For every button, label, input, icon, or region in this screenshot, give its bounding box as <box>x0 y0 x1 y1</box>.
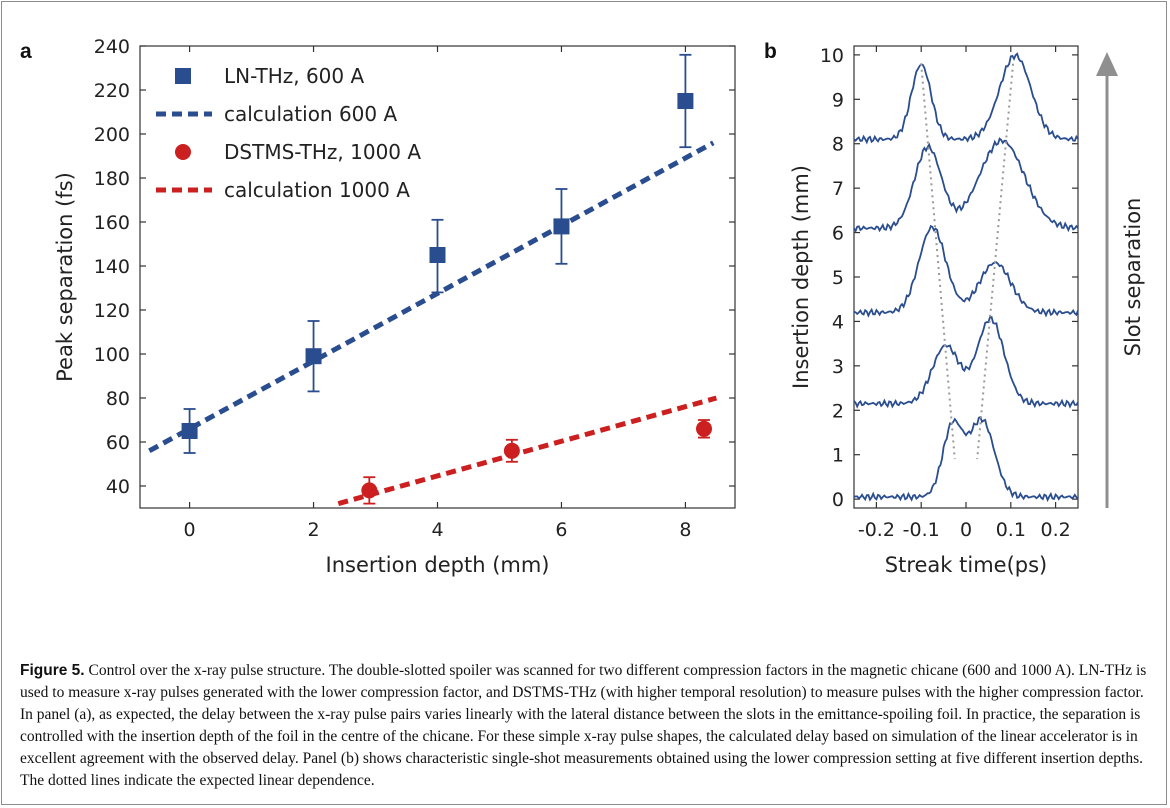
data-point-circle <box>696 420 713 437</box>
streak-trace <box>853 224 1079 318</box>
y-tick-label: 220 <box>94 80 130 102</box>
legend-square-marker <box>175 68 191 84</box>
x-tick-label: 4 <box>431 519 443 541</box>
figure-caption: Figure 5. Control over the x-ray pulse s… <box>20 660 1152 792</box>
y-tick-label: 140 <box>94 256 130 278</box>
streak-trace <box>853 316 1079 409</box>
y-tick-label: 120 <box>94 300 130 322</box>
caption-text: Control over the x-ray pulse structure. … <box>20 662 1147 789</box>
y-tick-label: 100 <box>94 344 130 366</box>
x-tick-label: 0.2 <box>1040 519 1070 541</box>
guide-dotted-line <box>920 63 956 460</box>
panel-b-chart: -0.2 -0.1 0 0.1 0.2 0 1 2 3 4 5 6 7 8 9 10 Streak time(p… <box>789 45 1145 577</box>
calculation-line <box>148 140 715 453</box>
y-tick-label: 4 <box>832 311 844 333</box>
caption-label: Figure 5. <box>20 662 85 679</box>
y-axis-label: Insertion depth (mm) <box>789 165 813 389</box>
y-tick-label: 60 <box>106 432 130 454</box>
figure-graphic: a b 0 2 4 6 8406080100120140160180200220240I… <box>20 36 1145 577</box>
slot-separation-label: Slot separation <box>1121 198 1145 357</box>
y-axis-label: Peak separation (fs) <box>53 172 77 382</box>
arrow-head-icon <box>1096 52 1118 76</box>
y-tick-label: 9 <box>832 89 844 111</box>
y-tick-label: 80 <box>106 388 130 410</box>
y-tick-label: 10 <box>820 45 844 67</box>
legend-label: calculation 600 A <box>224 102 397 126</box>
x-tick-label: 2 <box>307 519 319 541</box>
panel-a-chart: 0 2 4 6 8 40 60 80 100 120 140 160 180 200 220 240 Inser… <box>53 36 736 577</box>
calculation-line <box>337 395 718 507</box>
data-point-circle <box>361 482 378 499</box>
streak-trace <box>853 52 1079 145</box>
x-axis-label: Insertion depth (mm) <box>326 553 550 577</box>
x-axis-label: Streak time(ps) <box>885 553 1047 577</box>
y-tick-label: 40 <box>106 476 130 498</box>
x-tick-label: 0 <box>960 519 972 541</box>
panel-b-label: b <box>764 40 777 63</box>
y-tick-label: 1 <box>832 445 844 467</box>
y-tick-label: 8 <box>832 134 844 156</box>
x-tick-label: 6 <box>555 519 567 541</box>
y-tick-label: 240 <box>94 36 130 58</box>
legend-circle-marker <box>175 144 191 160</box>
y-tick-label: 5 <box>832 267 844 289</box>
panel-a-label: a <box>20 40 32 63</box>
x-tick-label: 0 <box>184 519 196 541</box>
legend-label: LN-THz, 600 A <box>224 64 364 88</box>
panel-b-plot-frame <box>853 45 1079 509</box>
x-tick-label: -0.1 <box>903 519 940 541</box>
guide-dotted-line <box>976 63 1015 460</box>
x-tick-label: 0.1 <box>996 519 1026 541</box>
y-tick-label: 7 <box>832 178 844 200</box>
streak-trace <box>853 137 1079 233</box>
x-tick-label: 8 <box>679 519 691 541</box>
legend-label: calculation 1000 A <box>224 178 410 202</box>
data-point-square <box>429 247 446 263</box>
x-tick-label: -0.2 <box>858 519 895 541</box>
y-tick-label: 6 <box>832 223 844 245</box>
data-point-square <box>305 348 322 365</box>
y-tick-label: 0 <box>832 489 844 511</box>
y-tick-label: 2 <box>832 400 844 422</box>
y-tick-label: 3 <box>832 356 844 378</box>
y-tick-label: 160 <box>94 212 130 234</box>
y-tick-label: 180 <box>94 168 130 190</box>
streak-trace <box>853 415 1079 503</box>
y-tick-label: 200 <box>94 124 130 146</box>
data-point-square <box>677 93 694 109</box>
legend-label: DSTMS-THz, 1000 A <box>224 140 421 164</box>
